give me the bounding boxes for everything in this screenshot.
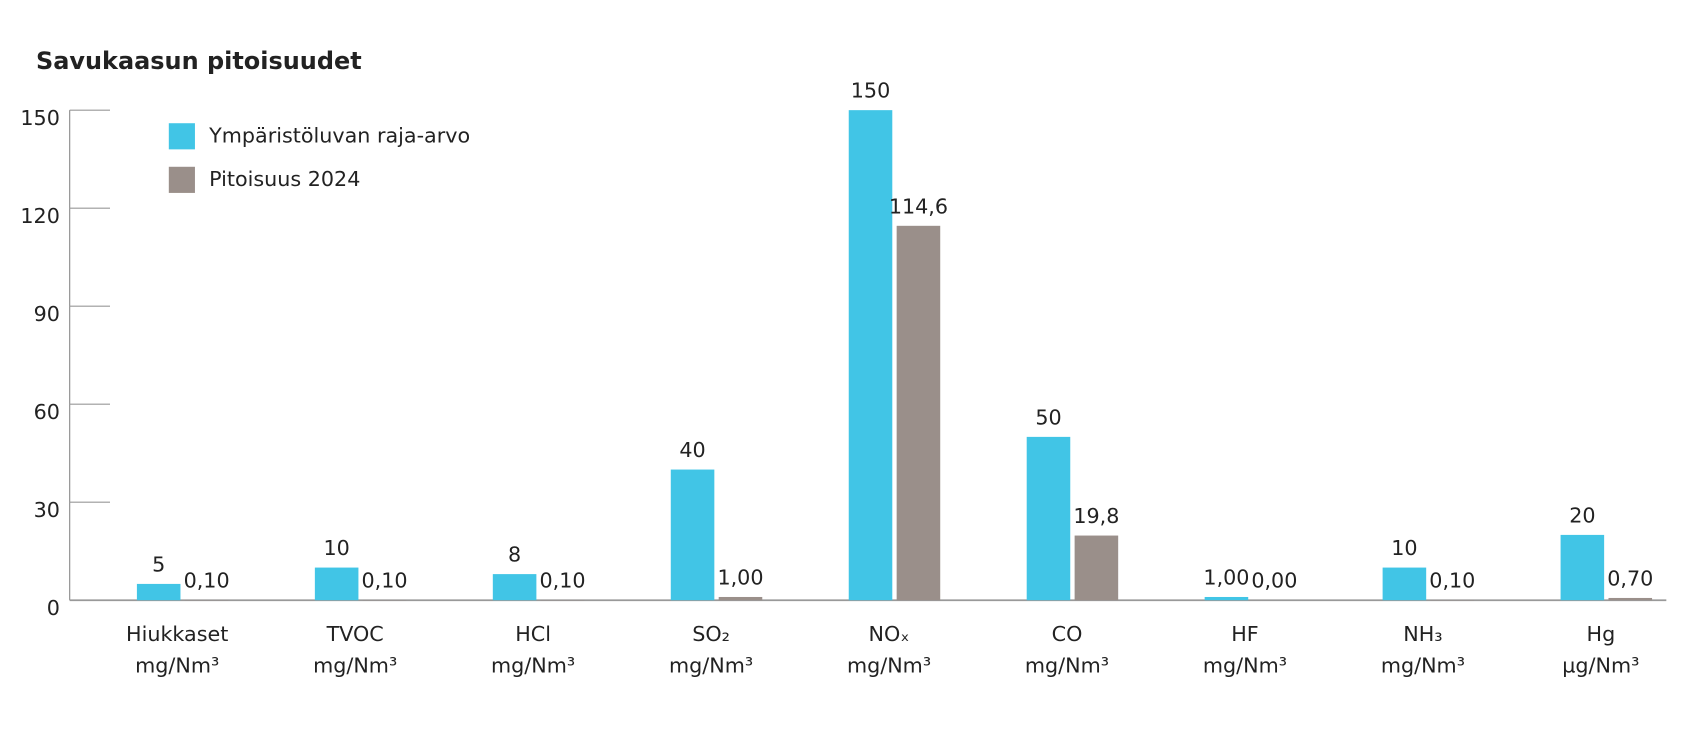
x-tick-unit: mg/Nm³ bbox=[1381, 654, 1465, 678]
data-label: 0,70 bbox=[1607, 566, 1653, 590]
legend-swatch bbox=[168, 166, 195, 193]
x-tick-label: TVOC bbox=[326, 622, 384, 646]
bar bbox=[1608, 597, 1653, 601]
data-label: 10 bbox=[1391, 536, 1417, 560]
y-tick-label: 90 bbox=[34, 302, 60, 326]
y-tick-label: 150 bbox=[20, 106, 60, 130]
x-tick-unit: mg/Nm³ bbox=[491, 654, 575, 678]
data-label: 20 bbox=[1569, 503, 1595, 527]
x-tick-unit: mg/Nm³ bbox=[669, 654, 753, 678]
x-tick-label: NH₃ bbox=[1403, 622, 1442, 646]
bar bbox=[492, 574, 537, 601]
bar bbox=[136, 583, 181, 601]
data-label: 10 bbox=[323, 536, 349, 560]
data-label: 8 bbox=[508, 543, 521, 567]
bar bbox=[314, 567, 359, 601]
x-tick-unit: µg/Nm³ bbox=[1562, 654, 1639, 678]
x-tick-label: HCl bbox=[515, 622, 551, 646]
data-label: 0,10 bbox=[362, 568, 408, 592]
x-tick-label: SO₂ bbox=[692, 622, 730, 646]
bar bbox=[1204, 596, 1249, 601]
x-tick-unit: mg/Nm³ bbox=[1025, 654, 1109, 678]
data-label: 50 bbox=[1035, 405, 1061, 429]
data-label: 0,10 bbox=[539, 568, 585, 592]
x-tick-label: CO bbox=[1052, 622, 1083, 646]
data-label: 19,8 bbox=[1073, 504, 1119, 528]
x-tick-label: Hg bbox=[1587, 622, 1616, 646]
legend-swatch bbox=[168, 123, 195, 150]
data-label: 114,6 bbox=[889, 194, 948, 218]
chart-title: Savukaasun pitoisuudet bbox=[36, 47, 362, 75]
y-tick-label: 30 bbox=[34, 498, 60, 522]
data-label: 1,00 bbox=[1203, 565, 1249, 589]
x-tick-unit: mg/Nm³ bbox=[135, 654, 219, 678]
data-label: 150 bbox=[851, 79, 890, 103]
legend-label: Ympäristöluvan raja-arvo bbox=[208, 123, 470, 147]
data-label: 5 bbox=[152, 552, 165, 576]
y-tick-label: 120 bbox=[20, 204, 60, 228]
x-tick-label: HF bbox=[1231, 622, 1258, 646]
bar bbox=[1074, 535, 1119, 601]
data-label: 40 bbox=[679, 438, 705, 462]
x-tick-label: Hiukkaset bbox=[126, 622, 228, 646]
data-label: 0,10 bbox=[184, 568, 230, 592]
data-label: 0,10 bbox=[1429, 568, 1475, 592]
bar bbox=[896, 225, 941, 601]
bar bbox=[1560, 534, 1605, 601]
bar bbox=[1382, 567, 1427, 601]
bar bbox=[718, 596, 763, 601]
data-label: 1,00 bbox=[717, 565, 763, 589]
bar bbox=[848, 110, 893, 601]
x-tick-unit: mg/Nm³ bbox=[1203, 654, 1287, 678]
x-tick-unit: mg/Nm³ bbox=[847, 654, 931, 678]
data-label: 0,00 bbox=[1251, 569, 1297, 593]
bar bbox=[1026, 436, 1071, 601]
y-tick-label: 0 bbox=[47, 596, 60, 620]
bar bbox=[670, 469, 715, 601]
legend-label: Pitoisuus 2024 bbox=[209, 167, 360, 191]
y-tick-label: 60 bbox=[34, 400, 60, 424]
x-tick-label: NOₓ bbox=[869, 622, 910, 646]
x-tick-unit: mg/Nm³ bbox=[313, 654, 397, 678]
